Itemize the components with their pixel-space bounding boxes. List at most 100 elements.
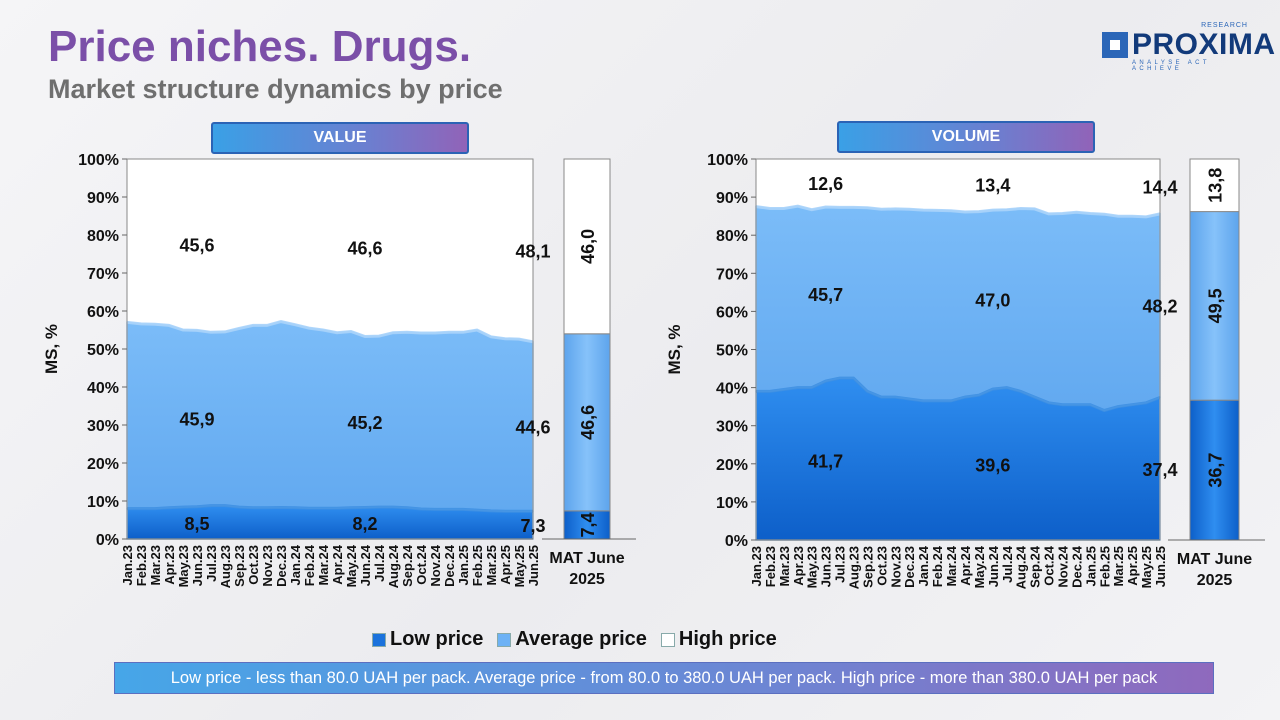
value-xtick-label: Aug.24 (386, 544, 401, 588)
logo-mark-icon (1102, 32, 1128, 58)
volume-xtick-label: May.25 (1139, 546, 1154, 588)
value-xtick-label: May.24 (344, 544, 359, 587)
value-xtick-label: May.23 (176, 545, 191, 587)
value-ytick-label: 100% (78, 152, 119, 169)
volume-xtick-label: Jan.25 (1083, 546, 1098, 586)
volume-data-label: 14,4 (1142, 177, 1177, 197)
value-ytick-label: 60% (87, 304, 119, 321)
volume-xtick-label: Nov.23 (888, 546, 903, 588)
volume-ytick-label: 0% (725, 533, 748, 550)
volume-xtick-label: Jan.23 (749, 546, 764, 586)
value-data-label: 45,2 (347, 413, 382, 433)
volume-mat-category-line2: 2025 (1197, 572, 1233, 589)
value-ytick-label: 0% (96, 532, 119, 549)
value-mat-category-line2: 2025 (569, 571, 605, 588)
volume-mat-label: 49,5 (1206, 288, 1226, 323)
value-xtick-label: Jun.23 (190, 545, 205, 586)
value-chart-title: VALUE (211, 122, 469, 154)
volume-data-label: 39,6 (975, 456, 1010, 476)
value-ytick-label: 20% (87, 456, 119, 473)
volume-mat-label: 13,8 (1206, 168, 1226, 203)
volume-mat-category-line1: MAT June (1177, 551, 1252, 568)
volume-ytick-label: 20% (716, 457, 748, 474)
volume-xtick-label: Aug.24 (1014, 545, 1029, 589)
volume-data-label: 12,6 (808, 174, 843, 194)
value-xtick-label: Feb.25 (470, 545, 485, 586)
volume-data-label: 37,4 (1142, 460, 1177, 480)
value-mat-label: 46,0 (578, 229, 598, 264)
volume-ytick-label: 30% (716, 419, 748, 436)
volume-area-high (756, 159, 1160, 217)
proxima-logo: PROXIMA RESEARCH ANALYSE ACT ACHIEVE (1102, 22, 1275, 72)
volume-xtick-label: Jun.25 (1153, 546, 1168, 587)
price-definition-note: Low price - less than 80.0 UAH per pack.… (114, 662, 1214, 694)
volume-xtick-label: Apr.23 (791, 546, 806, 586)
value-ytick-label: 70% (87, 266, 119, 283)
volume-xtick-label: Mar.25 (1111, 546, 1126, 586)
volume-xtick-label: Dec.24 (1069, 545, 1084, 588)
value-xtick-label: Oct.23 (246, 545, 261, 585)
value-xtick-label: Sep.23 (232, 545, 247, 587)
value-mat-category-line1: MAT June (549, 550, 624, 567)
value-ytick-label: 90% (87, 190, 119, 207)
value-data-label: 44,6 (515, 418, 550, 438)
volume-data-label: 41,7 (808, 452, 843, 472)
value-xtick-label: Jan.24 (288, 544, 303, 585)
value-mat-label: 46,6 (578, 405, 598, 440)
value-edge-average (126, 320, 534, 344)
value-xtick-label: Jan.25 (456, 545, 471, 585)
value-mat-bar-high (563, 158, 611, 335)
volume-ytick-label: 10% (716, 495, 748, 512)
value-xtick-label: May.25 (512, 545, 527, 587)
volume-xtick-label: Feb.23 (763, 546, 778, 587)
volume-ytick-label: 50% (716, 343, 748, 360)
volume-ytick-label: 70% (716, 266, 748, 283)
value-edge-low (127, 504, 533, 513)
legend-high-label: High price (678, 628, 777, 650)
value-xtick-label: Apr.24 (330, 544, 345, 585)
page-subtitle: Market structure dynamics by price (48, 74, 503, 104)
value-data-label: 8,5 (184, 514, 209, 534)
volume-data-label: 47,0 (975, 291, 1010, 311)
value-xtick-label: Jan.23 (120, 545, 135, 585)
value-mat-label: 7,4 (578, 512, 598, 537)
volume-xtick-label: Sep.23 (860, 546, 875, 588)
volume-xtick-label: Oct.23 (874, 546, 889, 586)
value-data-label: 45,6 (179, 236, 214, 256)
value-xtick-label: Jun.25 (526, 545, 541, 586)
legend-high-swatch (660, 632, 675, 647)
volume-xtick-label: Jul.24 (1000, 545, 1015, 583)
value-ylabel: MS, % (42, 324, 61, 374)
value-xtick-label: Sep.24 (400, 544, 415, 587)
volume-chart-title: VOLUME (837, 121, 1095, 153)
volume-data-label: 13,4 (975, 176, 1010, 196)
value-xtick-label: Jun.24 (358, 544, 373, 586)
volume-xtick-label: Jun.24 (986, 545, 1001, 587)
volume-ytick-label: 40% (716, 381, 748, 398)
volume-ytick-label: 60% (716, 304, 748, 321)
legend-average-label: Average price (515, 628, 647, 650)
volume-mat-bar-average (1189, 211, 1240, 401)
volume-xtick-label: Jan.24 (916, 545, 931, 586)
value-xtick-label: Apr.23 (162, 545, 177, 585)
volume-mat-label: 36,7 (1206, 453, 1226, 488)
volume-ylabel: MS, % (665, 324, 684, 374)
value-ytick-label: 40% (87, 380, 119, 397)
value-xtick-label: Jul.24 (372, 544, 387, 582)
value-xtick-label: Mar.24 (316, 544, 331, 585)
volume-xtick-label: Sep.24 (1028, 545, 1043, 588)
chart-legend: Low price Average price High price (372, 628, 777, 651)
value-ytick-label: 50% (87, 342, 119, 359)
volume-xtick-label: Nov.24 (1055, 545, 1070, 587)
logo-name: PROXIMA (1132, 28, 1276, 61)
logo-small-text: RESEARCH (1201, 22, 1248, 29)
value-ytick-label: 10% (87, 494, 119, 511)
volume-xtick-label: Jul.23 (833, 546, 848, 583)
value-xtick-label: Jul.23 (204, 545, 219, 582)
value-xtick-label: Mar.23 (148, 545, 163, 585)
value-xtick-label: Oct.24 (414, 544, 429, 585)
volume-data-label: 48,2 (1142, 297, 1177, 317)
volume-xtick-label: Feb.25 (1097, 546, 1112, 587)
value-data-label: 46,6 (347, 239, 382, 259)
